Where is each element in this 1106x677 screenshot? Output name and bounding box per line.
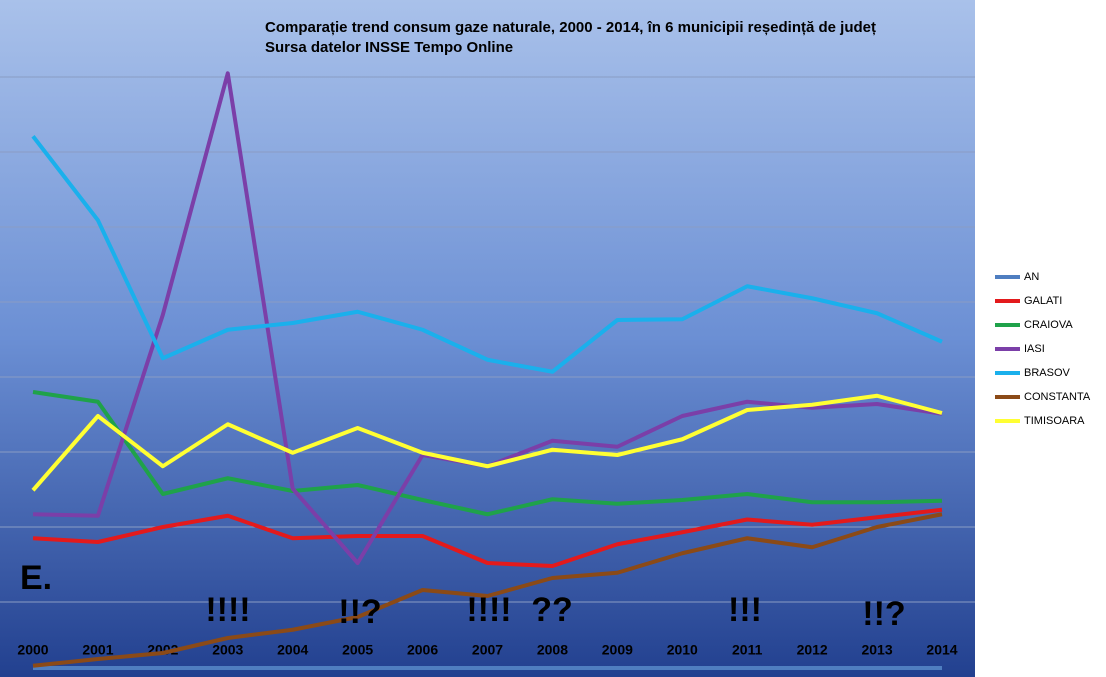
annotation: !!? [862,595,905,633]
x-tick-label: 2014 [926,642,957,658]
x-tick-label: 2003 [212,642,243,658]
legend-label: BRASOV [1024,367,1071,379]
x-tick-label: 2008 [537,642,568,658]
annotation: !!! [728,591,762,629]
annotation: !!!! [205,591,250,629]
x-tick-label: 2000 [17,642,48,658]
x-tick-label: 2009 [602,642,633,658]
annotation: ?? [531,591,573,629]
x-tick-label: 2011 [732,642,763,658]
x-tick-label: 2013 [861,642,892,658]
plot-area [0,0,975,677]
annotation: E. [20,559,52,597]
x-tick-label: 2012 [797,642,828,658]
legend-label: TIMISOARA [1024,415,1085,427]
annotation: !!? [338,593,381,631]
x-tick-label: 2006 [407,642,438,658]
legend-label: CONSTANTA [1024,391,1091,403]
series-line [31,393,943,492]
series-line [32,512,943,668]
x-tick-label: 2010 [667,642,698,658]
legend-label: GALATI [1024,295,1062,307]
chart-subtitle: Sursa datelor INSSE Tempo Online [265,39,513,56]
x-tick-label: 2005 [342,642,373,658]
annotation: !!!! [466,591,511,629]
series-line [31,135,943,374]
chart-title: Comparație trend consum gaze naturale, 2… [265,19,876,36]
series-line [32,390,943,517]
legend-label: IASI [1024,343,1045,355]
x-tick-label: 2004 [277,642,308,658]
legend-label: CRAIOVA [1024,319,1073,331]
series-line [32,507,943,568]
legend-label: AN [1024,271,1039,283]
x-tick-label: 2001 [82,642,113,658]
x-tick-label: 2007 [472,642,503,658]
